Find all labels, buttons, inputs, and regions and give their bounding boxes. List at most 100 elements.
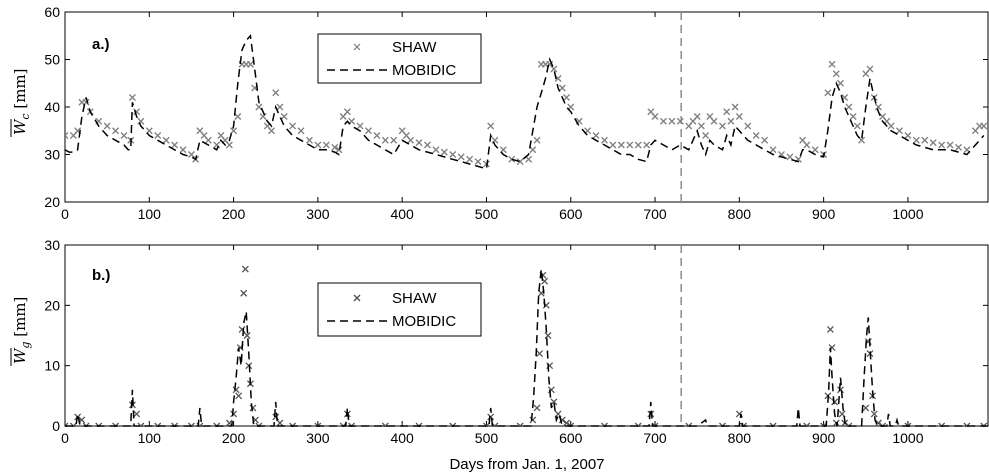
- panel-b-point-shaw: [381, 422, 389, 427]
- panel-a-legend-shaw-marker: [353, 43, 361, 51]
- panel-a-point-shaw: [268, 127, 275, 135]
- panel-a-point-shaw: [255, 103, 263, 111]
- panel-b-point-shaw: [838, 410, 846, 418]
- panel-a-point-shaw: [246, 60, 254, 68]
- panel-a-point-shaw: [853, 122, 861, 130]
- panel-b-legend-mobidic-label: MOBIDIC: [392, 313, 456, 330]
- panel-a-point-shaw: [297, 127, 305, 135]
- panel-a-point-shaw: [980, 122, 988, 130]
- panel-a-point-shaw: [832, 70, 840, 78]
- panel-a-point-shaw: [558, 84, 566, 92]
- panel-a-point-shaw: [276, 103, 284, 111]
- panel-a-point-shaw: [761, 136, 769, 144]
- panel-b-point-shaw: [487, 413, 495, 421]
- panel-a-point-shaw: [824, 89, 832, 97]
- panel-b-point-shaw: [803, 422, 811, 427]
- panel-a-point-shaw: [120, 132, 128, 139]
- panel-b-x-tick-label: 400: [390, 430, 414, 446]
- panel-a-legend-shaw-label: SHAW: [392, 39, 437, 56]
- panel-a-point-shaw: [103, 122, 111, 130]
- panel-a-y-axis-label-unit: [mm]: [11, 68, 29, 113]
- panel-a-point-shaw: [693, 113, 701, 120]
- panel-b-point-shaw: [232, 386, 240, 394]
- panel-a-point-shaw: [499, 146, 507, 154]
- panel-b-point-shaw: [238, 326, 246, 333]
- panel-b-point-shaw: [529, 416, 537, 424]
- panel-b-x-tick-label: 500: [475, 430, 499, 446]
- panel-b-point-shaw: [137, 422, 145, 427]
- panel-a-point-shaw: [563, 94, 570, 101]
- panel-a-ticks: 0 100 200 300 400 500 600 700 800 900 1000 20 30 40 50…: [44, 4, 988, 222]
- panel-a-point-shaw: [643, 141, 651, 149]
- panel-b-point-shaw: [276, 419, 284, 427]
- panel-a-point-shaw: [786, 153, 794, 161]
- panel-a-x-tick-label: 800: [728, 206, 752, 222]
- panel-a-point-shaw: [128, 94, 136, 101]
- panel-a-x-tick-label: 400: [390, 206, 414, 222]
- panel-a-legend-mobidic-label: MOBIDIC: [392, 62, 456, 79]
- panel-a-point-shaw: [811, 146, 819, 154]
- panel-a-point-shaw: [133, 108, 141, 116]
- panel-b-y-tick-label: 0: [52, 418, 60, 434]
- panel-a-x-tick-label: 1000: [892, 206, 923, 222]
- panel-a-point-shaw: [259, 113, 267, 120]
- panel-a-point-shaw: [837, 79, 844, 87]
- panel-a-point-shaw: [343, 108, 351, 116]
- panel-b-point-shaw: [963, 422, 971, 427]
- panel-b-series-shaw: [65, 265, 988, 427]
- panel-a-point-shaw: [710, 117, 718, 125]
- panel-b-legend-box: [317, 282, 482, 337]
- panel-b-point-shaw: [249, 404, 257, 412]
- panel-a-point-shaw: [866, 65, 874, 73]
- panel-a-point-shaw: [225, 141, 233, 149]
- panel-b-point-shaw: [831, 398, 839, 406]
- panel-a-x-tick-label: 0: [61, 206, 69, 222]
- panel-b-x-tick-label: 600: [559, 430, 583, 446]
- panel-b-point-shaw: [685, 422, 693, 427]
- panel-a-point-shaw: [162, 136, 170, 144]
- panel-b-point-shaw: [826, 326, 834, 333]
- panel-a-point-shaw: [845, 103, 853, 111]
- panel-b-y-axis-label-main: W: [11, 347, 29, 364]
- panel-b-x-tick-label: 100: [138, 430, 162, 446]
- panel-b-x-tick-label: 200: [222, 430, 246, 446]
- panel-a-x-tick-label: 900: [812, 206, 836, 222]
- panel-a-y-tick-label: 20: [44, 194, 60, 210]
- panel-a-point-shaw: [322, 141, 330, 149]
- panel-b-x-tick-label: 0: [61, 430, 69, 446]
- panel-b-x-tick-label: 1000: [892, 430, 923, 446]
- panel-a-point-shaw: [466, 155, 474, 163]
- panel-a-x-tick-label: 700: [643, 206, 667, 222]
- panel-a-y-tick-label: 60: [44, 4, 60, 20]
- panel-a-y-tick-label: 40: [44, 99, 60, 115]
- panel-b-legend-shaw-marker: [353, 294, 361, 302]
- panel-a-point-shaw: [938, 141, 946, 149]
- panel-b-point-shaw: [483, 422, 490, 427]
- panel-a-point-shaw: [529, 146, 537, 154]
- panel-a-point-shaw: [280, 113, 288, 120]
- panel-a-series-mobidic-line: [65, 34, 985, 170]
- panel-a-legend: SHAW MOBIDIC: [317, 33, 482, 84]
- panel-a-point-shaw: [702, 132, 710, 139]
- panel-b-y-axis-label-unit: [mm]: [11, 297, 29, 342]
- panel-a-point-shaw: [234, 113, 242, 120]
- panel-b-frame: [64, 244, 989, 427]
- panel-b-point-shaw: [235, 392, 243, 400]
- panel-b-y-axis-label-sub: g: [19, 342, 32, 349]
- panel-a-point-shaw: [533, 136, 541, 144]
- panel-a-point-shaw: [364, 127, 372, 135]
- panel-a-point-shaw: [230, 127, 238, 135]
- panel-a-point-shaw: [955, 143, 962, 151]
- panel-b-y-tick-label: 10: [44, 358, 60, 374]
- panel-a-point-shaw: [314, 141, 322, 149]
- panel-a-point-shaw: [601, 136, 608, 144]
- panel-a-point-shaw: [744, 122, 752, 130]
- panel-b-y-tick-label: 20: [44, 297, 60, 313]
- panel-b-point-shaw: [69, 422, 77, 427]
- panel-b-point-shaw: [133, 410, 141, 418]
- panel-a-point-shaw: [676, 117, 684, 125]
- panel-a-point-shaw: [423, 141, 431, 149]
- svg-text:Wg [mm]: Wg [mm]: [11, 297, 32, 364]
- panel-a-point-shaw: [516, 158, 524, 166]
